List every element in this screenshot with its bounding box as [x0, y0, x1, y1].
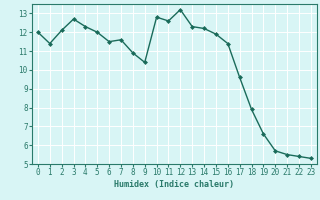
X-axis label: Humidex (Indice chaleur): Humidex (Indice chaleur): [115, 180, 234, 189]
